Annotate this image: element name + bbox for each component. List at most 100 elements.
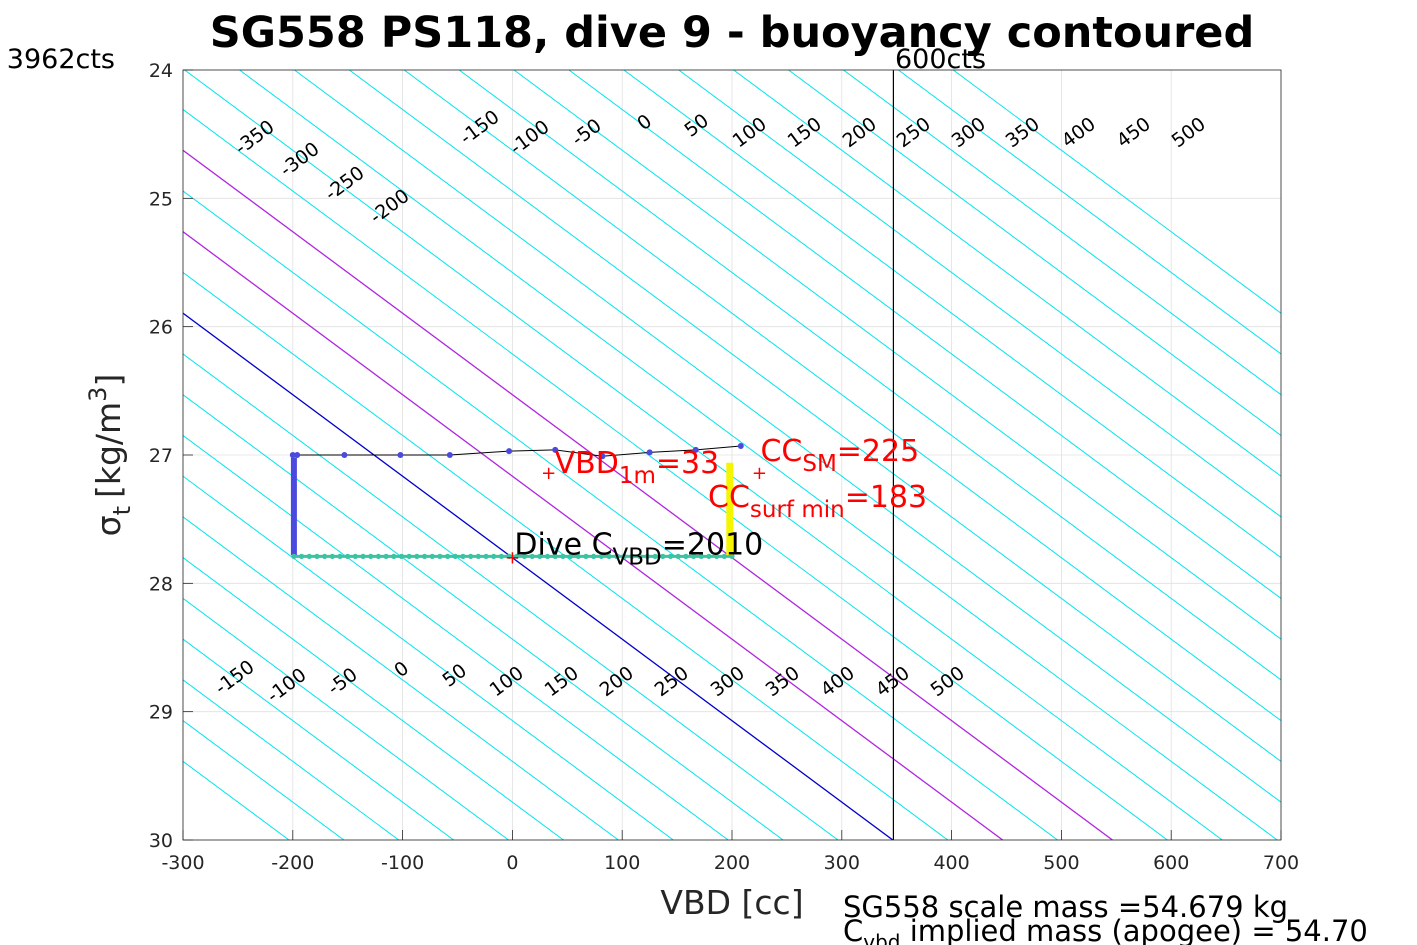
dive-point-teal: [706, 553, 712, 559]
dive-point-teal: [544, 553, 551, 559]
footer-implied-mass: Cvbd implied mass (apogee) = 54.70: [843, 914, 1368, 945]
x-tick-label: -100: [381, 852, 424, 874]
dive-point-teal: [391, 553, 397, 559]
dive-point-teal: [368, 553, 374, 559]
footer-implied-sub: vbd: [863, 930, 900, 945]
contour-line: [952, 70, 1281, 314]
marker-label: CCSM=225: [760, 434, 919, 477]
annotation-cc-surf-label: CC: [708, 480, 750, 515]
dive-point-teal: [322, 553, 328, 559]
dive-point-teal: [698, 553, 704, 559]
marker-label-value: =2010: [662, 528, 763, 563]
contour-line: [183, 597, 509, 840]
dive-point-teal: [621, 553, 627, 559]
marker-label-value: =225: [837, 434, 919, 469]
x-tick-label: -200: [271, 852, 314, 874]
apogee-point: [737, 443, 744, 450]
dive-point-teal: [452, 553, 458, 559]
contour-line: [183, 638, 454, 840]
y-tick-label: 30: [149, 830, 173, 852]
chart-title: SG558 PS118, dive 9 - buoyancy contoured: [210, 8, 1255, 58]
y-tick-label: 26: [149, 317, 173, 339]
marker-label-sub: VBD: [613, 545, 662, 571]
dive-point-teal: [721, 553, 727, 559]
y-label-close: ]: [89, 374, 128, 387]
apogee-point: [289, 452, 296, 458]
dive-point-teal: [575, 553, 581, 559]
marker-label-main: Dive C: [514, 528, 612, 563]
dive-point-teal: [406, 553, 412, 559]
dive-point-teal: [421, 553, 428, 559]
contour-line: [184, 70, 1223, 840]
dive-point-teal: [514, 553, 520, 559]
marker-label-sub: SM: [802, 451, 836, 477]
x-tick-label: 100: [604, 852, 640, 874]
dive-point-teal: [667, 553, 674, 559]
x-tick-label: 200: [714, 852, 750, 874]
dive-point-teal: [298, 553, 305, 559]
dive-point-teal: [460, 553, 466, 559]
dive-point-teal: [714, 553, 720, 559]
dive-point-teal: [483, 553, 489, 559]
apogee-point: [397, 452, 404, 458]
contour-line: [183, 557, 564, 840]
dive-point-teal: [360, 553, 366, 559]
dive-point-teal: [591, 553, 597, 559]
x-tick-label: -300: [161, 852, 204, 874]
contour-line: [513, 70, 1281, 640]
x-tick-label: 700: [1263, 852, 1299, 874]
y-label-sub: t: [108, 506, 136, 515]
markers: +VBD1m=33 +CCSM=225+Dive CVBD=2010: [505, 434, 919, 571]
marker-label-main: CC: [760, 434, 802, 469]
contour-line: [183, 475, 674, 840]
apogee-point: [646, 449, 653, 456]
dive-point-teal: [637, 553, 643, 559]
left-count-label: 3962cts: [7, 44, 115, 75]
apogee-point: [294, 452, 301, 458]
apogee-point: [599, 453, 606, 460]
dive-point-teal: [468, 553, 474, 559]
marker-label-sub: 1m: [619, 463, 656, 489]
contour-line: [898, 70, 1281, 355]
marker-label-main: VBD: [555, 446, 619, 481]
contour-line: [183, 679, 400, 840]
dive-point-teal: [498, 553, 505, 559]
y-tick-label: 25: [149, 188, 173, 210]
apogee-point: [552, 446, 559, 453]
dive-point-teal: [552, 553, 558, 559]
y-label-units: [kg/m: [89, 402, 128, 498]
annotation-cc-surf-sub: surf min: [750, 497, 845, 523]
footer-scale-mass: SG558 scale mass =54.679 kg: [843, 890, 1288, 924]
dive-point-teal: [291, 553, 297, 559]
x-tick-label: 0: [506, 852, 518, 874]
y-label-symbol: σ: [89, 515, 128, 536]
contour-line: [733, 70, 1281, 477]
y-tick-label: 27: [149, 445, 173, 467]
dive-point-teal: [375, 553, 382, 559]
dive-point-teal: [598, 553, 604, 559]
contour-line: [403, 70, 1281, 722]
dive-point-teal: [491, 553, 497, 559]
dive-point-teal: [314, 553, 320, 559]
contour-line: [239, 70, 1278, 840]
dive-point-teal: [521, 553, 528, 559]
annotation-cc-surf-min: CCsurf min=183: [708, 480, 927, 523]
dive-point-teal: [475, 553, 481, 559]
dive-point-teal: [352, 553, 358, 559]
annotation-cc-surf-value: =183: [845, 480, 927, 515]
contour-line: [458, 70, 1281, 681]
contour-line: [788, 70, 1281, 437]
dive-point-teal: [345, 553, 351, 559]
marker-plus: +: [752, 463, 767, 484]
dive-point-teal: [583, 553, 589, 559]
dive-point-teal: [506, 553, 512, 559]
contour-line: [349, 70, 1281, 762]
dive-point-teal: [606, 553, 612, 559]
dive-point-teal: [429, 553, 435, 559]
dive-point-teal: [652, 553, 658, 559]
marker-plus: +: [541, 463, 556, 484]
dive-point-teal: [414, 553, 420, 559]
marker-label: Dive CVBD=2010: [514, 528, 763, 571]
dive-point-teal: [398, 553, 405, 559]
